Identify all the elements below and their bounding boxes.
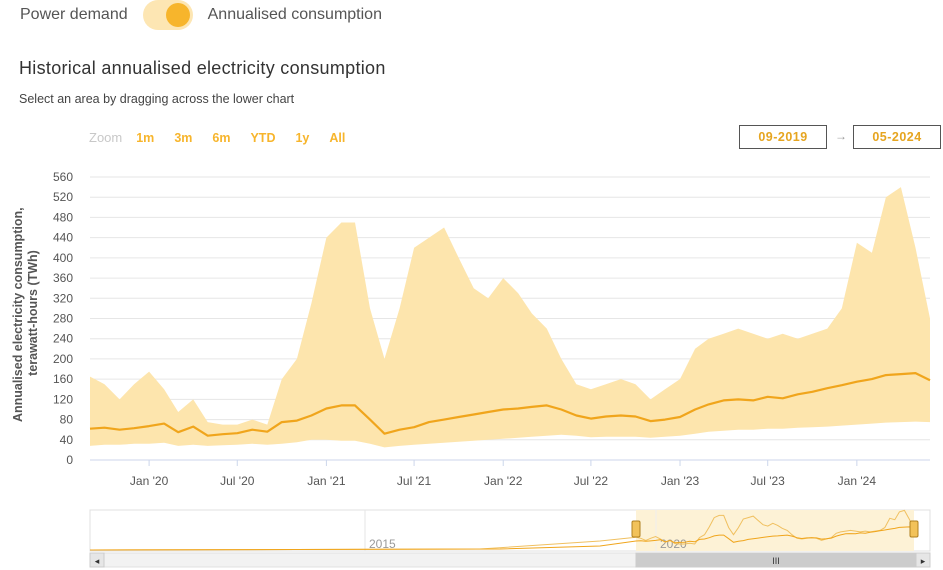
- range-1y-button[interactable]: 1y: [295, 130, 310, 145]
- navigator-estimate-line: [89, 526, 915, 551]
- y-tick-label: 400: [53, 251, 73, 265]
- x-tick-label: Jul '21: [397, 474, 432, 488]
- estimate-line: [89, 372, 931, 437]
- x-tick-label: Jan '22: [484, 474, 523, 488]
- from-date-input[interactable]: 09-2019: [739, 125, 827, 149]
- y-tick-label: 360: [53, 271, 73, 285]
- y-tick-label: 80: [60, 413, 74, 427]
- annualised-consumption-label[interactable]: Annualised consumption: [207, 6, 382, 23]
- scroll-left-button[interactable]: [89, 552, 105, 568]
- x-tick-labels: Jan '20 Jul '20 Jan '21 Jul '21 Jan '22 Jul '…: [130, 460, 876, 488]
- range-ytd-button[interactable]: YTD: [250, 130, 276, 145]
- chart-title: Historical annualised electricity consum…: [19, 58, 386, 78]
- y-tick-label: 440: [53, 231, 73, 245]
- y-tick-label: 520: [53, 190, 73, 204]
- y-tick-label: 120: [53, 392, 73, 406]
- y-axis-label: Annualised electricity consumption, tera…: [11, 204, 40, 422]
- power-demand-label[interactable]: Power demand: [20, 6, 128, 23]
- navigator-label-2015: 2015: [369, 537, 396, 551]
- scroll-left-icon: ◂: [95, 556, 100, 566]
- scroll-right-button[interactable]: [915, 552, 931, 568]
- navigator-left-handle[interactable]: [631, 520, 641, 538]
- x-tick-label: Jul '20: [220, 474, 255, 488]
- chart-subtitle: Select an area by dragging across the lo…: [19, 92, 295, 106]
- x-tick-label: Jan '23: [661, 474, 700, 488]
- y-tick-label: 40: [60, 433, 74, 447]
- y-tick-label: 200: [53, 352, 73, 366]
- x-tick-label: Jul '23: [751, 474, 786, 488]
- y-tick-label: 320: [53, 291, 73, 305]
- y-tick-label: 240: [53, 332, 73, 346]
- y-tick-label: 480: [53, 210, 73, 224]
- x-tick-label: Jan '21: [307, 474, 346, 488]
- x-tick-label: Jan '24: [838, 474, 877, 488]
- y-tick-label: 560: [53, 170, 73, 184]
- plot-area: [89, 187, 931, 448]
- x-tick-label: Jul '22: [574, 474, 609, 488]
- range-1m-button[interactable]: 1m: [136, 130, 155, 145]
- range-band: [90, 187, 930, 448]
- toggle-knob-icon: [165, 3, 190, 27]
- scrollbar-grip-icon: III: [772, 556, 780, 566]
- range-6m-button[interactable]: 6m: [212, 130, 231, 145]
- to-date-input[interactable]: 05-2024: [853, 125, 941, 149]
- y-tick-label: 160: [53, 372, 73, 386]
- navigator-right-handle[interactable]: [909, 520, 919, 538]
- y-tick-labels: 0 40 80 120 160 200 240 280 320 360 400 440 480 520 56…: [53, 170, 73, 467]
- zoom-label: Zoom: [89, 130, 123, 145]
- x-tick-label: Jan '20: [130, 474, 169, 488]
- navigator[interactable]: 2015 2020 ◂ III ▸: [89, 509, 931, 568]
- y-tick-label: 280: [53, 312, 73, 326]
- range-all-button[interactable]: All: [329, 130, 346, 145]
- y-tick-label: 0: [66, 453, 73, 467]
- view-toggle-switch[interactable]: [142, 0, 193, 30]
- scroll-right-icon: ▸: [921, 556, 926, 566]
- navigator-label-2020: 2020: [660, 537, 687, 551]
- view-toggle: Power demand Annualised consumption: [20, 0, 382, 30]
- range-3m-button[interactable]: 3m: [174, 130, 193, 145]
- date-range-arrow: →: [835, 129, 847, 143]
- range-selector: Zoom 1m 3m 6m YTD 1y All: [89, 130, 365, 145]
